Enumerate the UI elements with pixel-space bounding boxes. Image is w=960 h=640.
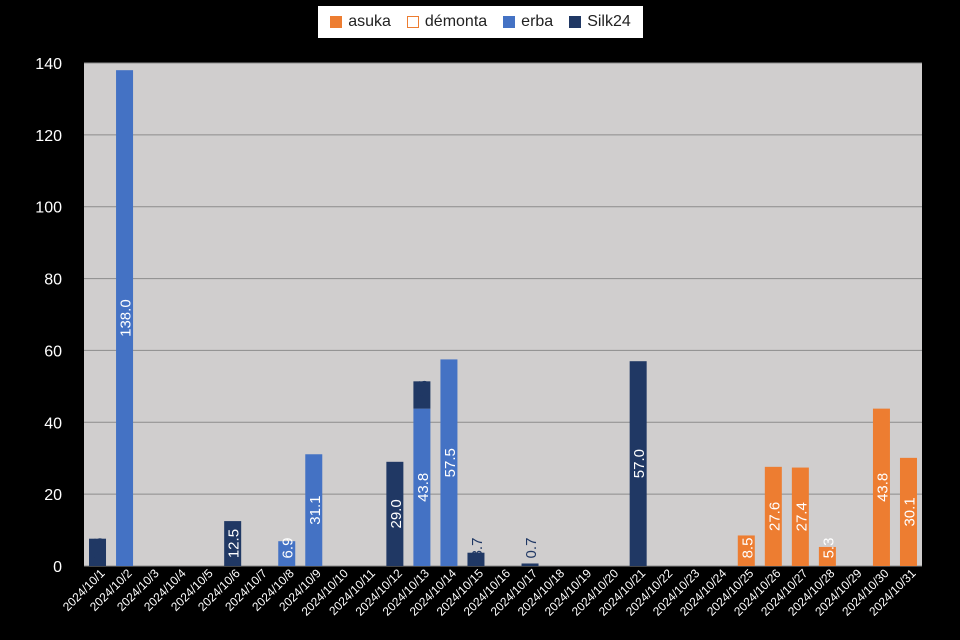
data-label: 6.9 [280,538,297,559]
bars: 7.6 138.0 12.5 6.9 31.1 29.0 43.8 7.6 57.5 3.7 0.7… [89,70,918,566]
y-axis: 0 20 40 60 80 100 120 140 [35,56,62,576]
data-label: 12.5 [226,529,243,558]
data-label: 43.8 [415,473,432,502]
bar-erba [440,359,458,566]
y-tick-label: 100 [35,200,62,217]
bar-erba [305,454,323,566]
data-label: 31.1 [307,496,324,525]
gridlines [84,62,922,567]
y-tick-label: 80 [44,272,62,289]
data-label: 27.6 [766,502,783,531]
y-tick-label: 120 [35,128,62,145]
legend-label: erba [521,13,554,30]
bar-erba [116,70,134,566]
y-tick-label: 0 [53,559,62,576]
bar-asuka [818,546,836,566]
bar-asuka [764,466,782,566]
data-label: 0.7 [523,538,540,559]
data-label: 57.5 [442,448,459,477]
legend-swatch [503,16,516,28]
x-axis: 2024/10/12024/10/22024/10/32024/10/42024… [60,566,919,619]
legend-swatch [406,16,419,28]
bar-asuka [791,467,809,566]
data-label: 7.6 [415,380,432,401]
legend-item: asuka [330,13,391,31]
bar-asuka [872,408,890,566]
y-tick-label: 140 [35,56,62,73]
data-label: 5.3 [820,538,837,559]
bar-silk24 [521,563,539,566]
data-label: 138.0 [118,299,135,337]
bar-silk24 [386,461,404,566]
y-tick-label: 40 [44,415,62,432]
legend-swatch [330,16,343,28]
data-label: 43.8 [874,473,891,502]
legend-label: asuka [348,13,391,30]
y-tick-label: 20 [44,487,62,504]
bar-silk24 [629,361,647,566]
data-label: 29.0 [388,499,405,528]
data-label: 27.4 [793,502,810,531]
legend-item: Silk24 [569,13,631,31]
data-label: 57.0 [631,449,648,478]
legend-label: démonta [424,13,488,30]
legend-item: démonta [406,13,488,31]
legend-item: erba [503,13,553,31]
y-tick-label: 60 [44,343,62,360]
data-label: 7.6 [91,538,108,559]
legend-label: Silk24 [587,13,631,30]
bar-silk24 [89,538,107,566]
data-label: 30.1 [901,497,918,526]
bar-silk24 [467,552,485,566]
bar-erba [278,541,296,566]
legend: asuka démonta erba Silk24 [318,6,643,38]
legend-swatch [569,16,582,28]
bar-asuka [737,535,755,566]
plot-area [84,63,922,566]
bar-silk24 [224,521,242,566]
bar-asuka [899,457,917,566]
data-label: 3.7 [469,538,486,559]
bar-erba [413,408,431,566]
bar-silk24 [413,381,431,409]
data-label: 8.5 [739,538,756,559]
